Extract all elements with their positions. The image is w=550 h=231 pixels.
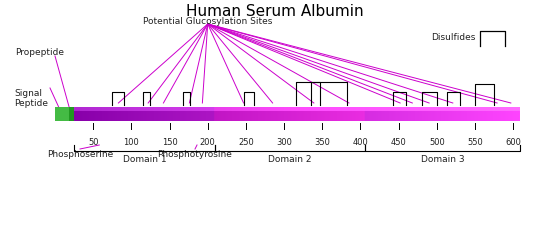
Text: Human Serum Albumin: Human Serum Albumin <box>186 4 364 19</box>
Text: 450: 450 <box>390 137 406 146</box>
Bar <box>69 108 74 122</box>
Text: 100: 100 <box>124 137 139 146</box>
Text: 150: 150 <box>162 137 178 146</box>
Text: 250: 250 <box>238 137 254 146</box>
Bar <box>55 108 69 122</box>
Text: Potential Glucosylation Sites: Potential Glucosylation Sites <box>143 17 272 26</box>
Text: Domain 3: Domain 3 <box>421 154 464 163</box>
Text: 300: 300 <box>276 137 292 146</box>
Text: 350: 350 <box>314 137 330 146</box>
Text: Domain 2: Domain 2 <box>268 154 311 163</box>
Text: Phosphotyrosine: Phosphotyrosine <box>157 149 233 158</box>
Text: Propeptide: Propeptide <box>15 48 64 57</box>
Text: Domain 1: Domain 1 <box>123 154 166 163</box>
Text: 200: 200 <box>200 137 216 146</box>
Text: Signal
Peptide: Signal Peptide <box>14 89 48 108</box>
Text: Disulfides: Disulfides <box>432 33 476 42</box>
Text: 600: 600 <box>505 137 521 146</box>
Text: 500: 500 <box>429 137 444 146</box>
Text: 550: 550 <box>467 137 483 146</box>
Text: Phosphoserine: Phosphoserine <box>47 149 113 158</box>
Text: 50: 50 <box>88 137 98 146</box>
Text: 400: 400 <box>353 137 368 146</box>
